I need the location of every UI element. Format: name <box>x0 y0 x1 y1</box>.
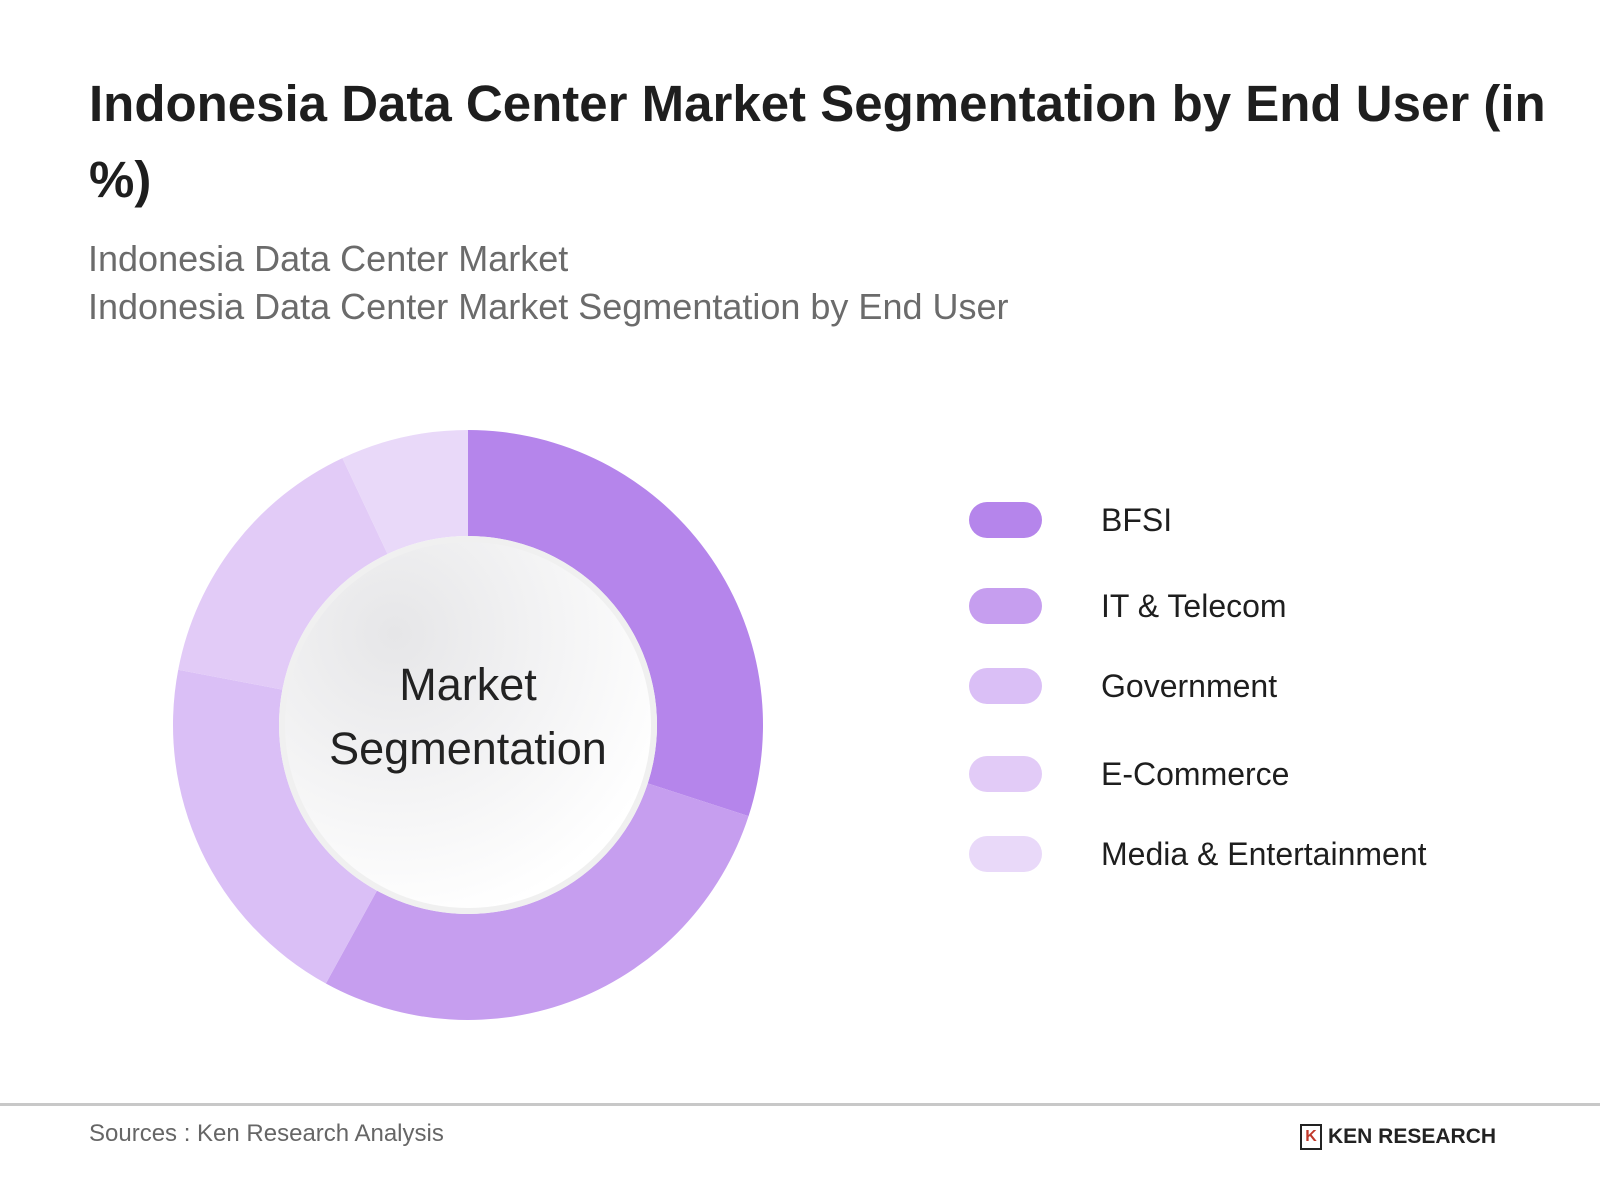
chart-subtitle-2: Indonesia Data Center Market Segmentatio… <box>88 286 1009 327</box>
center-label-line-2: Segmentation <box>329 723 607 774</box>
legend-item: Government <box>969 668 1277 704</box>
center-label-line-1: Market <box>399 659 537 710</box>
ken-research-logo: K KEN RESEARCH <box>1300 1124 1496 1150</box>
chart-subtitle: Indonesia Data Center Market <box>88 238 569 279</box>
footer-divider <box>0 1103 1600 1106</box>
legend-swatch <box>969 502 1042 538</box>
slice-e-commerce <box>178 458 388 690</box>
legend-swatch <box>969 668 1042 704</box>
donut-chart: Market Segmentation <box>173 430 763 1021</box>
donut-hole <box>285 542 651 908</box>
legend-label: Media & Entertainment <box>1101 835 1427 872</box>
legend-label: BFSI <box>1101 501 1173 538</box>
logo-k-icon: K <box>1300 1124 1322 1150</box>
legend-item: E-Commerce <box>969 756 1289 792</box>
slice-government <box>173 669 377 984</box>
legend-swatch <box>969 836 1042 872</box>
legend-label: Government <box>1101 667 1278 704</box>
legend-label: E-Commerce <box>1101 755 1290 792</box>
source-note: Sources : Ken Research Analysis <box>89 1120 444 1147</box>
slice-it-telecom <box>325 783 749 1021</box>
slice-media-entertainment <box>342 430 468 554</box>
legend-item: BFSI <box>969 502 1172 538</box>
slice-bfsi <box>468 430 763 817</box>
legend-swatch <box>969 756 1042 792</box>
logo-text: KEN RESEARCH <box>1328 1125 1497 1148</box>
legend-item: Media & Entertainment <box>969 836 1427 872</box>
legend-label: IT & Telecom <box>1101 587 1287 624</box>
legend-item: IT & Telecom <box>969 588 1287 624</box>
chart-title: Indonesia Data Center Market Segmentatio… <box>89 75 1546 208</box>
legend-swatch <box>969 588 1042 624</box>
